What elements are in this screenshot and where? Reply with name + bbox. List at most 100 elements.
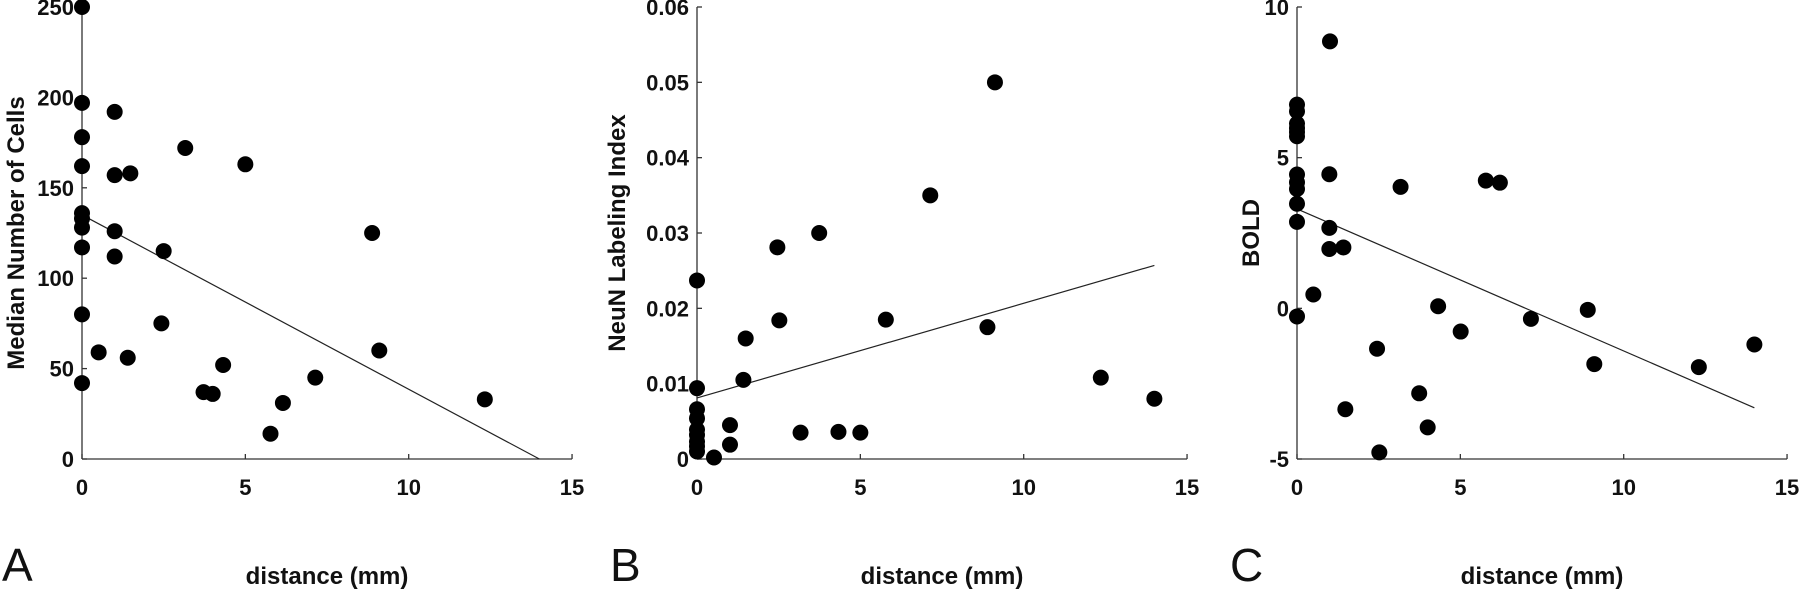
data-point [852, 424, 869, 441]
y-tick-label: 50 [50, 357, 74, 382]
regression-line [1296, 208, 1755, 409]
regression-line [696, 264, 1155, 399]
y-tick-label: 150 [37, 176, 74, 201]
data-point [922, 187, 939, 204]
data-point [811, 225, 828, 241]
data-point [1092, 369, 1109, 386]
regression-line [81, 214, 540, 460]
data-point [1289, 128, 1305, 145]
data-point [979, 319, 996, 336]
data-point [74, 219, 90, 236]
data-point [153, 315, 170, 332]
x-tick-label: 5 [854, 475, 866, 500]
y-tick-label: 0.01 [646, 372, 689, 397]
data-point [1430, 298, 1447, 315]
data-point [1522, 310, 1539, 327]
x-axis-label: distance (mm) [246, 563, 409, 590]
y-tick-label: 10 [1265, 0, 1289, 20]
data-point [1289, 195, 1305, 212]
y-tick-label: 250 [37, 0, 74, 20]
y-tick-label: 0.03 [646, 221, 689, 246]
data-point [74, 158, 90, 175]
data-point [737, 330, 754, 347]
data-point [1289, 213, 1305, 230]
data-point [106, 248, 123, 265]
data-point [1746, 336, 1763, 353]
y-tick-label: 5 [1277, 146, 1289, 171]
x-tick-label: 10 [1011, 475, 1035, 500]
x-tick-label: 0 [691, 475, 703, 500]
data-point [689, 380, 705, 397]
data-point [177, 140, 194, 157]
data-point [74, 129, 90, 146]
data-point [274, 394, 291, 411]
data-point [1579, 301, 1596, 318]
data-point [769, 239, 786, 256]
data-point [476, 391, 493, 408]
data-point [237, 156, 254, 173]
data-point [1369, 340, 1386, 357]
data-point [371, 342, 388, 359]
data-point [155, 243, 172, 260]
data-point [1411, 385, 1428, 402]
data-point [106, 103, 123, 120]
x-tick-label: 0 [1291, 475, 1303, 500]
data-point [1337, 401, 1354, 418]
data-point [1321, 33, 1338, 50]
data-point [1371, 444, 1388, 461]
data-point [721, 436, 738, 453]
panel-letter: A [2, 539, 33, 591]
x-tick-label: 10 [1611, 475, 1635, 500]
panel-letter: C [1230, 539, 1263, 591]
y-tick-label: 0 [677, 447, 689, 472]
data-point [1289, 308, 1305, 325]
data-point [119, 349, 136, 366]
data-point [1146, 390, 1163, 407]
x-axis-label: distance (mm) [1461, 563, 1624, 590]
data-point [705, 449, 722, 466]
data-point [1321, 240, 1338, 257]
data-point [771, 312, 788, 329]
data-point [106, 167, 123, 184]
data-point [721, 417, 738, 434]
y-tick-label: 100 [37, 266, 74, 291]
data-point [74, 0, 90, 15]
data-point [262, 425, 279, 442]
data-point [1491, 174, 1508, 191]
y-tick-label: 0.04 [646, 146, 690, 171]
data-point [986, 74, 1003, 91]
data-point [689, 410, 705, 427]
data-point [877, 311, 894, 328]
data-point [122, 165, 139, 182]
data-point [1321, 219, 1338, 236]
data-point [1321, 166, 1338, 183]
x-tick-label: 10 [396, 475, 420, 500]
y-tick-label: 0.06 [646, 0, 689, 20]
x-tick-label: 15 [1775, 475, 1799, 500]
y-tick-label: 0 [62, 447, 74, 472]
x-tick-label: 5 [1454, 475, 1466, 500]
y-tick-label: -5 [1269, 447, 1289, 472]
data-point [364, 225, 381, 241]
data-point [215, 356, 232, 373]
data-point [74, 306, 90, 323]
data-point [74, 94, 90, 111]
y-tick-label: 0 [1277, 296, 1289, 321]
data-point [1586, 356, 1603, 373]
x-axis-label: distance (mm) [861, 563, 1024, 590]
data-point [1335, 239, 1352, 256]
data-point [1419, 419, 1436, 436]
data-point [689, 272, 705, 289]
data-point [1452, 323, 1469, 340]
y-tick-label: 0.02 [646, 296, 689, 321]
data-point [74, 239, 90, 256]
y-axis-label: BOLD [1238, 199, 1265, 267]
y-axis-label: NeuN Labeling Index [604, 114, 631, 352]
data-point [1690, 359, 1707, 376]
data-point [90, 344, 107, 361]
x-tick-label: 5 [239, 475, 251, 500]
x-tick-label: 15 [560, 475, 584, 500]
data-point [689, 443, 705, 460]
data-point [1392, 178, 1409, 195]
